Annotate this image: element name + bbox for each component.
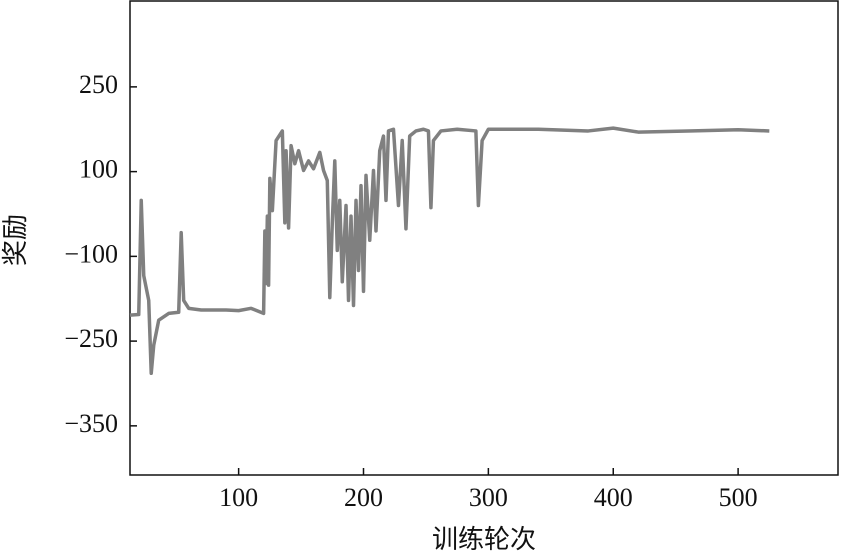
y-tick-label: 250 bbox=[79, 70, 118, 99]
y-tick-label: −100 bbox=[64, 239, 118, 268]
x-axis-label: 训练轮次 bbox=[432, 525, 536, 554]
line-series bbox=[129, 126, 770, 376]
x-tick-label: 100 bbox=[219, 483, 258, 512]
x-tick-label: 300 bbox=[469, 483, 508, 512]
x-tick-label: 500 bbox=[719, 483, 758, 512]
plot-frame bbox=[129, 0, 839, 476]
x-tick-label: 400 bbox=[594, 483, 633, 512]
x-tick-label: 200 bbox=[344, 483, 383, 512]
y-axis-label: 奖励 bbox=[1, 214, 30, 266]
y-tick-label: 100 bbox=[79, 155, 118, 184]
y-tick-label: −350 bbox=[64, 409, 118, 438]
y-tick-label: −250 bbox=[64, 324, 118, 353]
